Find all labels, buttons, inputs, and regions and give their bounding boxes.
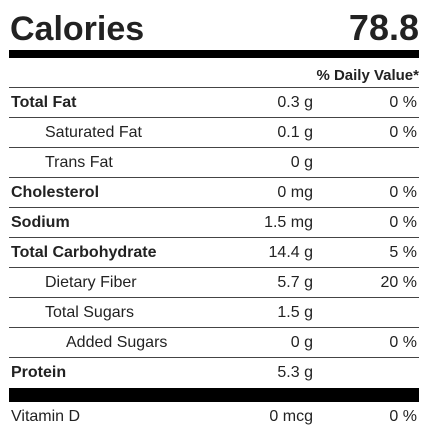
vitamin-row-vitamin-d: Vitamin D 0 mcg 0 % xyxy=(9,402,419,430)
thick-divider-vitamins xyxy=(9,388,419,402)
nutrient-name: Sodium xyxy=(11,213,70,231)
nutrient-amount: 5.3 g xyxy=(277,364,313,381)
nutrient-name: Total Sugars xyxy=(45,303,134,321)
nutrient-amount: 0.3 g xyxy=(277,93,313,111)
nutrient-row-total-carbohydrate: Total Carbohydrate 14.4 g 5 % xyxy=(9,238,419,268)
vitamin-amount: 0 mcg xyxy=(269,408,313,425)
nutrient-amount: 0 g xyxy=(290,333,313,351)
nutrient-daily-value: 20 % xyxy=(380,273,417,291)
nutrient-amount: 5.7 g xyxy=(277,273,313,291)
nutrient-daily-value: 0 % xyxy=(389,183,417,201)
calories-value: 78.8 xyxy=(348,7,419,48)
calories-row: Calories 78.8 xyxy=(9,0,419,48)
nutrient-name: Total Carbohydrate xyxy=(11,243,157,261)
nutrient-daily-value: 0 % xyxy=(389,123,417,141)
nutrient-daily-value: 0 % xyxy=(389,333,417,351)
nutrition-label: Calories 78.8 % Daily Value* Total Fat 0… xyxy=(9,0,419,430)
nutrient-amount: 1.5 mg xyxy=(264,213,313,231)
nutrient-row-saturated-fat: Saturated Fat 0.1 g 0 % xyxy=(9,118,419,148)
nutrient-row-protein: Protein 5.3 g xyxy=(9,358,419,388)
thick-divider xyxy=(9,50,419,58)
nutrient-daily-value: 0 % xyxy=(389,213,417,231)
nutrient-row-sodium: Sodium 1.5 mg 0 % xyxy=(9,208,419,238)
vitamin-daily-value: 0 % xyxy=(389,408,417,425)
nutrient-name: Dietary Fiber xyxy=(45,273,137,291)
nutrient-amount: 0.1 g xyxy=(277,123,313,141)
nutrient-daily-value: 0 % xyxy=(389,93,417,111)
nutrient-amount: 0 g xyxy=(290,153,313,171)
nutrient-amount: 1.5 g xyxy=(277,303,313,321)
nutrient-name: Cholesterol xyxy=(11,183,100,201)
nutrient-name: Saturated Fat xyxy=(45,123,142,141)
nutrient-row-cholesterol: Cholesterol 0 mg 0 % xyxy=(9,178,419,208)
nutrient-row-total-fat: Total Fat 0.3 g 0 % xyxy=(9,88,419,118)
nutrient-daily-value: 5 % xyxy=(389,243,417,261)
nutrient-name: Protein xyxy=(11,364,67,381)
daily-value-header: % Daily Value* xyxy=(9,58,419,88)
nutrient-name: Trans Fat xyxy=(45,153,113,171)
calories-label: Calories xyxy=(10,10,145,48)
nutrient-row-dietary-fiber: Dietary Fiber 5.7 g 20 % xyxy=(9,268,419,298)
nutrient-amount: 0 mg xyxy=(277,183,313,201)
nutrient-row-added-sugars: Added Sugars 0 g 0 % xyxy=(9,328,419,358)
nutrient-row-total-sugars: Total Sugars 1.5 g xyxy=(9,298,419,328)
nutrient-amount: 14.4 g xyxy=(268,243,313,261)
nutrient-name: Added Sugars xyxy=(66,333,168,351)
nutrient-name: Total Fat xyxy=(11,93,77,111)
vitamin-name: Vitamin D xyxy=(11,408,81,425)
nutrient-row-trans-fat: Trans Fat 0 g xyxy=(9,148,419,178)
